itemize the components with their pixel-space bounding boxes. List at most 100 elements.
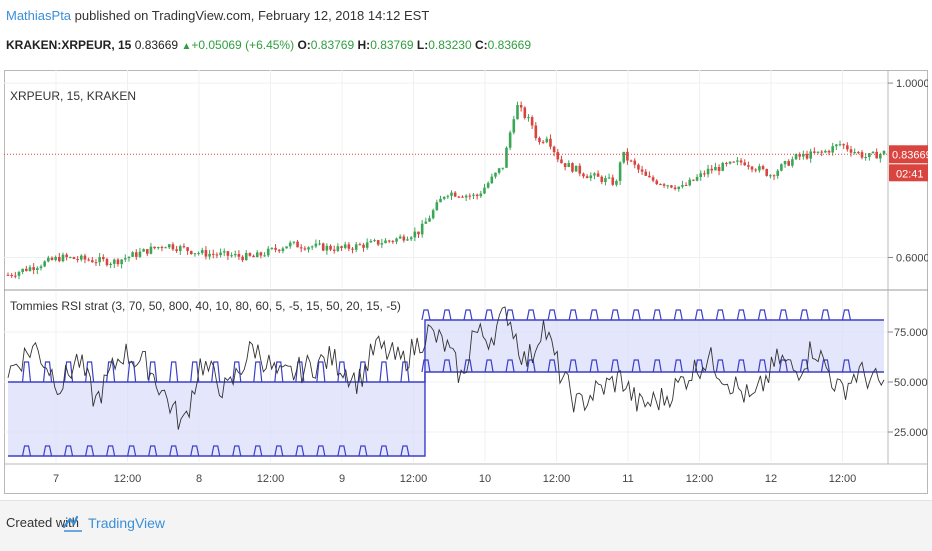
candle-body (318, 243, 321, 245)
candle-body (688, 179, 692, 186)
chart-frame[interactable]: 7 12:00 8 12:00 9 12:00 10 12:00 11 12:00 12 12:00 1… (4, 70, 932, 494)
candle-body (725, 163, 728, 165)
upper-band-step (841, 309, 852, 321)
candle-body (853, 152, 856, 154)
candle-body (846, 145, 849, 150)
candle-body (435, 202, 439, 211)
candle-body (640, 169, 644, 172)
candle-body (47, 257, 50, 262)
candle-body (200, 250, 204, 254)
upper-band-step (169, 361, 179, 383)
candle-body (699, 173, 703, 177)
lower-band-step (421, 359, 431, 373)
candle-body (362, 244, 365, 248)
high-value: 0.83769 (370, 38, 414, 52)
candle-body (747, 165, 750, 167)
lower-band-step (589, 359, 599, 373)
low-value: 0.83230 (428, 38, 472, 52)
candle-body (332, 249, 336, 251)
candle-body (824, 150, 827, 153)
open-label: O: (297, 38, 311, 52)
time-tick-label: 9 (339, 473, 345, 485)
candle-body (732, 161, 736, 163)
low-label: L: (416, 38, 429, 52)
candle-body (673, 187, 677, 190)
candle-body (21, 268, 24, 272)
candle-body (835, 144, 838, 147)
upper-band-step (505, 309, 515, 321)
candle-body (556, 152, 560, 160)
candle-body (585, 176, 589, 179)
time-tick-label: 12:00 (114, 473, 142, 485)
upper-band-step (799, 309, 809, 321)
candle-body (695, 176, 699, 181)
author-link[interactable]: MathiasPta (6, 8, 72, 23)
candle-body (508, 132, 512, 148)
indicator-tick-label: 50.0000 (894, 377, 928, 389)
time-tick-label: 12 (765, 473, 777, 485)
candle-body (574, 165, 578, 172)
candle-body (523, 107, 527, 118)
candle-body (629, 160, 633, 162)
candle-body (241, 256, 244, 261)
tradingview-logo-icon[interactable] (62, 513, 84, 533)
candle-body (32, 267, 35, 270)
candle-body (281, 248, 285, 252)
candle-body (98, 257, 101, 263)
upper-band-step (421, 309, 431, 321)
candle-body (787, 161, 791, 166)
candle-body (17, 271, 21, 276)
created-with-label: Created with (6, 515, 79, 530)
candle-body (80, 255, 83, 260)
tradingview-brand[interactable]: TradingView (88, 515, 166, 531)
candle-body (875, 151, 878, 159)
candle-body (134, 252, 138, 257)
candle-body (538, 138, 541, 142)
lower-band-step (673, 359, 683, 373)
candle-body (167, 244, 171, 248)
lower-band-step (232, 445, 242, 457)
upper-band-step (379, 361, 389, 383)
candle-body (28, 267, 32, 271)
upper-band-step (589, 309, 599, 321)
lower-band-step (610, 359, 620, 373)
upper-band-step (736, 309, 746, 321)
candle-body (263, 255, 266, 257)
candle-body (827, 150, 831, 153)
candle-body (142, 249, 145, 252)
lower-band-step (316, 445, 326, 457)
candle-body (684, 185, 688, 187)
candle-body (120, 259, 123, 265)
chart-svg[interactable]: 7 12:00 8 12:00 9 12:00 10 12:00 11 12:00 12 12:00 1… (4, 70, 932, 494)
candle-body (314, 243, 318, 247)
candle-body (567, 163, 571, 168)
lower-band-step (463, 359, 473, 373)
candle-body (798, 154, 801, 157)
candle-body (849, 149, 853, 153)
countdown-label: 02:41 (896, 168, 924, 180)
lower-band-step (547, 359, 557, 373)
candle-body (820, 151, 823, 153)
candle-body (486, 183, 490, 188)
indicator-tick-label: 25.0000 (894, 427, 928, 439)
upper-band-step (190, 361, 200, 383)
candle-body (783, 161, 787, 165)
lower-band-step (337, 445, 347, 457)
time-tick-label: 11 (622, 473, 633, 485)
candle-body (794, 154, 798, 160)
rsi-line (7, 306, 885, 430)
lower-band-step (379, 445, 389, 457)
candle-body (831, 146, 834, 153)
triangle-up-icon: ▲ (181, 41, 192, 52)
candle-body (303, 248, 307, 250)
candle-body (813, 151, 816, 153)
candle-body (369, 240, 373, 243)
candle-body (450, 192, 453, 196)
candle-body (475, 194, 479, 197)
lower-band-step (85, 445, 95, 457)
candle-body (439, 198, 442, 203)
lower-band-step (274, 445, 284, 457)
candle-body (714, 167, 717, 171)
last-price: 0.83669 (134, 38, 179, 52)
